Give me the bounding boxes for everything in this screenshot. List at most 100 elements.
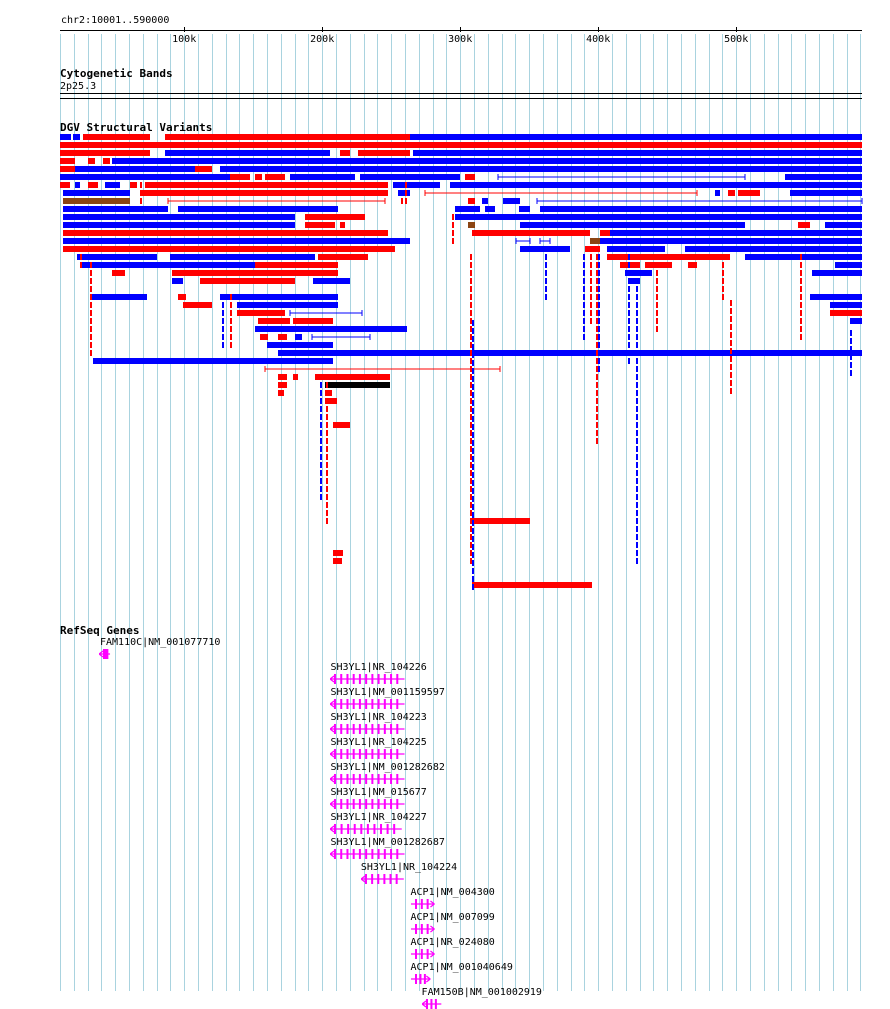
variant-bar[interactable] (472, 368, 474, 374)
variant-bar[interactable] (90, 318, 92, 324)
variant-bar[interactable] (583, 262, 585, 268)
variant-bar[interactable] (393, 182, 440, 188)
variant-bar[interactable] (636, 486, 638, 492)
variant-bar[interactable] (401, 198, 403, 204)
gene-model-icon[interactable] (330, 774, 411, 784)
variant-bar[interactable] (598, 350, 600, 356)
variant-bar[interactable] (600, 230, 610, 236)
variant-link[interactable] (424, 190, 698, 196)
variant-bar[interactable] (60, 142, 862, 148)
variant-bar[interactable] (596, 350, 598, 356)
variant-bar[interactable] (596, 294, 598, 300)
variant-bar[interactable] (583, 294, 585, 300)
variant-bar[interactable] (636, 438, 638, 444)
variant-bar[interactable] (472, 328, 474, 334)
variant-bar[interactable] (472, 512, 474, 518)
variant-bar[interactable] (452, 222, 454, 228)
variant-bar[interactable] (596, 390, 598, 396)
variant-bar[interactable] (656, 310, 658, 316)
variant-bar[interactable] (220, 294, 338, 300)
variant-bar[interactable] (63, 230, 388, 236)
variant-bar[interactable] (590, 262, 592, 268)
variant-bar[interactable] (460, 182, 700, 188)
variant-bar[interactable] (230, 326, 232, 332)
variant-bar[interactable] (472, 488, 474, 494)
variant-bar[interactable] (470, 334, 472, 340)
variant-bar[interactable] (220, 166, 475, 172)
variant-bar[interactable] (470, 286, 472, 292)
variant-bar[interactable] (333, 558, 342, 564)
variant-bar[interactable] (230, 318, 232, 324)
variant-bar[interactable] (628, 310, 630, 316)
variant-bar[interactable] (326, 470, 328, 476)
variant-bar[interactable] (470, 254, 472, 260)
variant-bar[interactable] (278, 382, 287, 388)
variant-bar[interactable] (90, 286, 92, 292)
variant-bar[interactable] (596, 310, 598, 316)
variant-bar[interactable] (472, 518, 530, 524)
variant-bar[interactable] (405, 190, 407, 196)
variant-bar[interactable] (636, 502, 638, 508)
variant-bar[interactable] (60, 182, 70, 188)
variant-bar[interactable] (178, 294, 186, 300)
variant-bar[interactable] (222, 310, 224, 316)
gene-label[interactable]: ACP1|NM_007099 (410, 912, 495, 923)
variant-bar[interactable] (326, 478, 328, 484)
variant-bar[interactable] (800, 270, 802, 276)
variant-bar[interactable] (90, 270, 92, 276)
variant-bar[interactable] (472, 528, 474, 534)
variant-bar[interactable] (812, 270, 862, 276)
variant-bar[interactable] (850, 362, 852, 368)
variant-bar[interactable] (596, 278, 598, 284)
variant-bar[interactable] (130, 182, 137, 188)
variant-bar[interactable] (470, 470, 472, 476)
variant-bar[interactable] (83, 134, 100, 140)
variant-bar[interactable] (730, 356, 732, 362)
gene-label[interactable]: SH3YL1|NR_104225 (330, 737, 427, 748)
variant-bar[interactable] (850, 346, 852, 352)
variant-bar[interactable] (90, 334, 92, 340)
variant-bar[interactable] (255, 326, 407, 332)
variant-bar[interactable] (326, 446, 328, 452)
variant-bar[interactable] (295, 334, 302, 340)
variant-bar[interactable] (320, 446, 322, 452)
variant-bar[interactable] (850, 370, 852, 376)
variant-bar[interactable] (545, 294, 547, 300)
variant-bar[interactable] (722, 286, 724, 292)
variant-bar[interactable] (596, 318, 598, 324)
variant-bar[interactable] (520, 246, 570, 252)
variant-bar[interactable] (470, 398, 472, 404)
variant-bar[interactable] (636, 550, 638, 556)
variant-bar[interactable] (598, 326, 600, 332)
variant-bar[interactable] (63, 190, 130, 196)
variant-bar[interactable] (326, 398, 328, 404)
variant-bar[interactable] (470, 422, 472, 428)
variant-bar[interactable] (470, 262, 472, 268)
variant-bar[interactable] (185, 270, 338, 276)
variant-bar[interactable] (470, 406, 472, 412)
variant-bar[interactable] (230, 334, 232, 340)
variant-bar[interactable] (470, 534, 472, 540)
variant-bar[interactable] (598, 270, 600, 276)
variant-bar[interactable] (503, 198, 520, 204)
variant-bar[interactable] (320, 382, 322, 388)
variant-link[interactable] (264, 366, 501, 372)
gene-model-icon[interactable] (330, 799, 411, 809)
variant-bar[interactable] (472, 568, 474, 574)
variant-bar[interactable] (468, 198, 475, 204)
variant-bar[interactable] (63, 214, 208, 220)
variant-bar[interactable] (472, 376, 474, 382)
variant-bar[interactable] (222, 294, 224, 300)
variant-bar[interactable] (472, 352, 474, 358)
variant-bar[interactable] (730, 348, 732, 354)
variant-bar[interactable] (810, 294, 862, 300)
variant-bar[interactable] (326, 486, 328, 492)
variant-bar[interactable] (358, 150, 410, 156)
variant-bar[interactable] (333, 422, 350, 428)
variant-bar[interactable] (636, 558, 638, 564)
variant-bar[interactable] (470, 318, 472, 324)
variant-bar[interactable] (730, 308, 732, 314)
variant-bar[interactable] (850, 338, 852, 344)
gene-label[interactable]: SH3YL1|NR_104224 (360, 862, 458, 873)
variant-bar[interactable] (470, 270, 472, 276)
